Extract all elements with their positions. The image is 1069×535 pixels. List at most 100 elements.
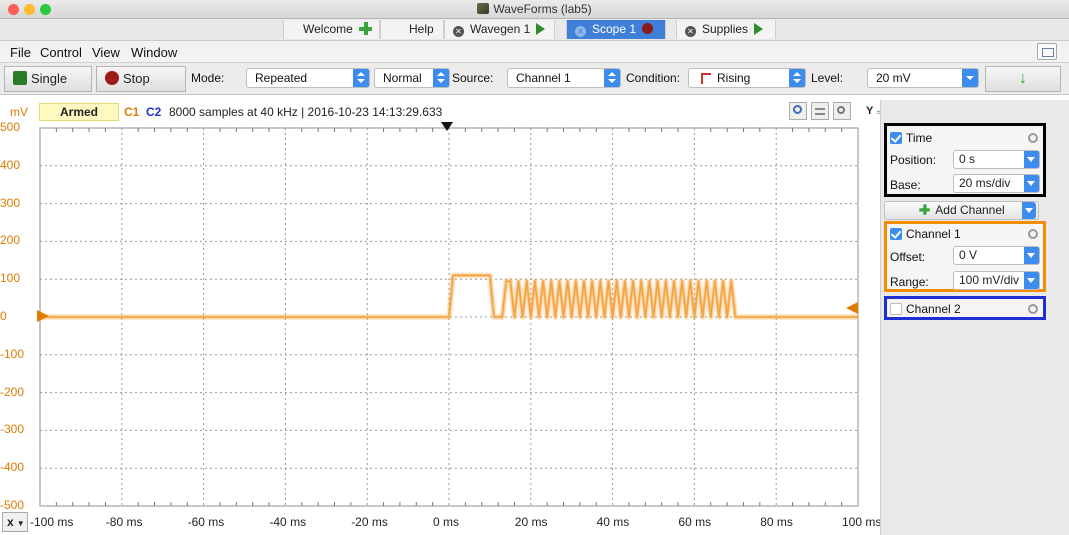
add-channel-dropdown[interactable] [1022,202,1036,219]
close-window-button[interactable] [8,4,19,15]
trigger-type-select[interactable]: Normal [374,68,450,88]
toolbar: Single Stop Mode: Repeated Normal Source… [0,63,1069,95]
stop-record-icon[interactable] [642,23,654,34]
range-label: Range: [890,275,929,289]
tab-welcome-label: Welcome [303,22,353,36]
channel1-offset-marker[interactable] [37,310,49,322]
y-tick-label: -400 [0,460,25,475]
mode-value: Repeated [255,71,308,85]
tab-wavegen[interactable]: ✕ Wavegen 1 [444,20,555,39]
position-label: Position: [890,153,937,167]
channel1-trace-group [40,272,858,320]
close-tab-icon[interactable]: ✕ [685,26,696,37]
c2-label[interactable]: C2 [146,105,162,119]
trigger-position-marker[interactable] [441,122,453,131]
y-tick-label: -500 [0,498,25,512]
source-select[interactable]: Channel 1 [507,68,621,88]
y-tick-label: 500 [0,120,21,134]
trigger-level-down-button[interactable]: ↓ [985,66,1061,92]
y-tick-label: -300 [0,422,25,437]
menu-control[interactable]: Control [40,45,82,60]
x-tick-label: -100 ms [30,515,74,529]
channel1-checkbox[interactable] [890,228,902,240]
y-tick-label: 200 [0,233,21,248]
menu-view[interactable]: View [92,45,120,60]
tab-help[interactable]: Help [380,20,444,39]
condition-select[interactable]: Rising [688,68,806,88]
single-button[interactable]: Single [4,66,92,92]
offset-select[interactable]: 0 V [953,246,1040,265]
position-value: 0 s [959,152,976,166]
mode-select[interactable]: Repeated [246,68,370,88]
range-value: 100 mV/div [959,273,1020,287]
channel2-checkbox[interactable] [890,303,902,315]
channel1-gear-icon[interactable] [1028,229,1038,239]
base-select[interactable]: 20 ms/div [953,174,1040,193]
add-tab-icon[interactable] [358,22,372,35]
window-title: WaveForms (lab5) [0,2,1069,16]
minimize-window-button[interactable] [24,4,35,15]
zoom-window-button[interactable] [40,4,51,15]
x-tick-label: -80 ms [105,515,143,529]
window-mode-button[interactable] [1037,43,1057,60]
channel2-gear-icon[interactable] [1028,304,1038,314]
position-select[interactable]: 0 s [953,150,1040,169]
y-tick-label: -200 [0,384,25,399]
menu-file[interactable]: File [10,45,31,60]
range-select[interactable]: 100 mV/div [953,271,1040,290]
settings-gear-icon[interactable] [833,102,851,120]
play-icon[interactable] [536,23,546,35]
grid-toggle-icon[interactable] [811,102,829,120]
scope-plot-svg [37,122,859,507]
scope-plot[interactable] [0,122,870,514]
stop-icon [105,71,119,85]
tab-welcome[interactable]: Welcome [283,20,380,39]
x-tick-label: 40 ms [596,515,630,529]
y-tick-label: 300 [0,195,21,210]
chevron-down-icon [962,69,978,87]
channel1-header[interactable]: Channel 1 [890,227,961,241]
x-tick-label: -20 ms [351,515,388,529]
trigger-state-badge: Armed [39,103,119,121]
trigger-level-marker[interactable] [846,302,858,314]
channel2-header[interactable]: Channel 2 [890,302,961,316]
rising-edge-icon [701,73,711,84]
time-header[interactable]: Time [890,131,932,145]
x-tick-label: 20 ms [514,515,548,529]
x-axis-options-button[interactable]: x ▼ [2,512,28,532]
tab-supplies[interactable]: ✕ Supplies [676,20,776,39]
stop-button[interactable]: Stop [96,66,186,92]
tab-scope-label: Scope 1 [592,22,637,36]
y-unit-label: mV [10,105,28,119]
grid [39,127,859,507]
x-tick-label: -60 ms [187,515,225,529]
y-tick-label: 400 [0,157,21,172]
time-checkbox[interactable] [890,132,902,144]
close-tab-icon[interactable]: ✕ [453,26,464,37]
y-tick-label: -100 [0,346,25,361]
acquisition-info: 8000 samples at 40 kHz | 2016-10-23 14:1… [169,105,443,119]
chevron-down-icon [1024,247,1039,264]
mode-label: Mode: [191,71,225,85]
condition-label: Condition: [626,71,681,85]
source-label: Source: [452,71,494,85]
zoom-icon[interactable] [789,102,807,120]
tab-wavegen-label: Wavegen 1 [470,22,531,36]
add-channel-button[interactable]: Add Channel [884,201,1039,220]
tab-help-label: Help [409,22,434,36]
channel2-title: Channel 2 [906,302,961,316]
close-tab-icon[interactable]: ✕ [575,26,586,37]
menu-window[interactable]: Window [131,45,178,60]
level-value: 20 mV [876,71,911,85]
status-row: mV Armed C1 C2 8000 samples at 40 kHz | … [0,102,886,122]
trigger-type-value: Normal [383,71,422,85]
level-select[interactable]: 20 mV [867,68,979,88]
tab-scope[interactable]: ✕ Scope 1 [566,20,666,39]
time-gear-icon[interactable] [1028,133,1038,143]
x-axis-button-label: x [7,515,14,529]
arrow-down-icon: ↓ [1019,70,1027,87]
play-icon[interactable] [754,23,764,35]
base-label: Base: [890,178,921,192]
title-bar: WaveForms (lab5) [0,0,1069,19]
c1-label[interactable]: C1 [124,105,140,119]
